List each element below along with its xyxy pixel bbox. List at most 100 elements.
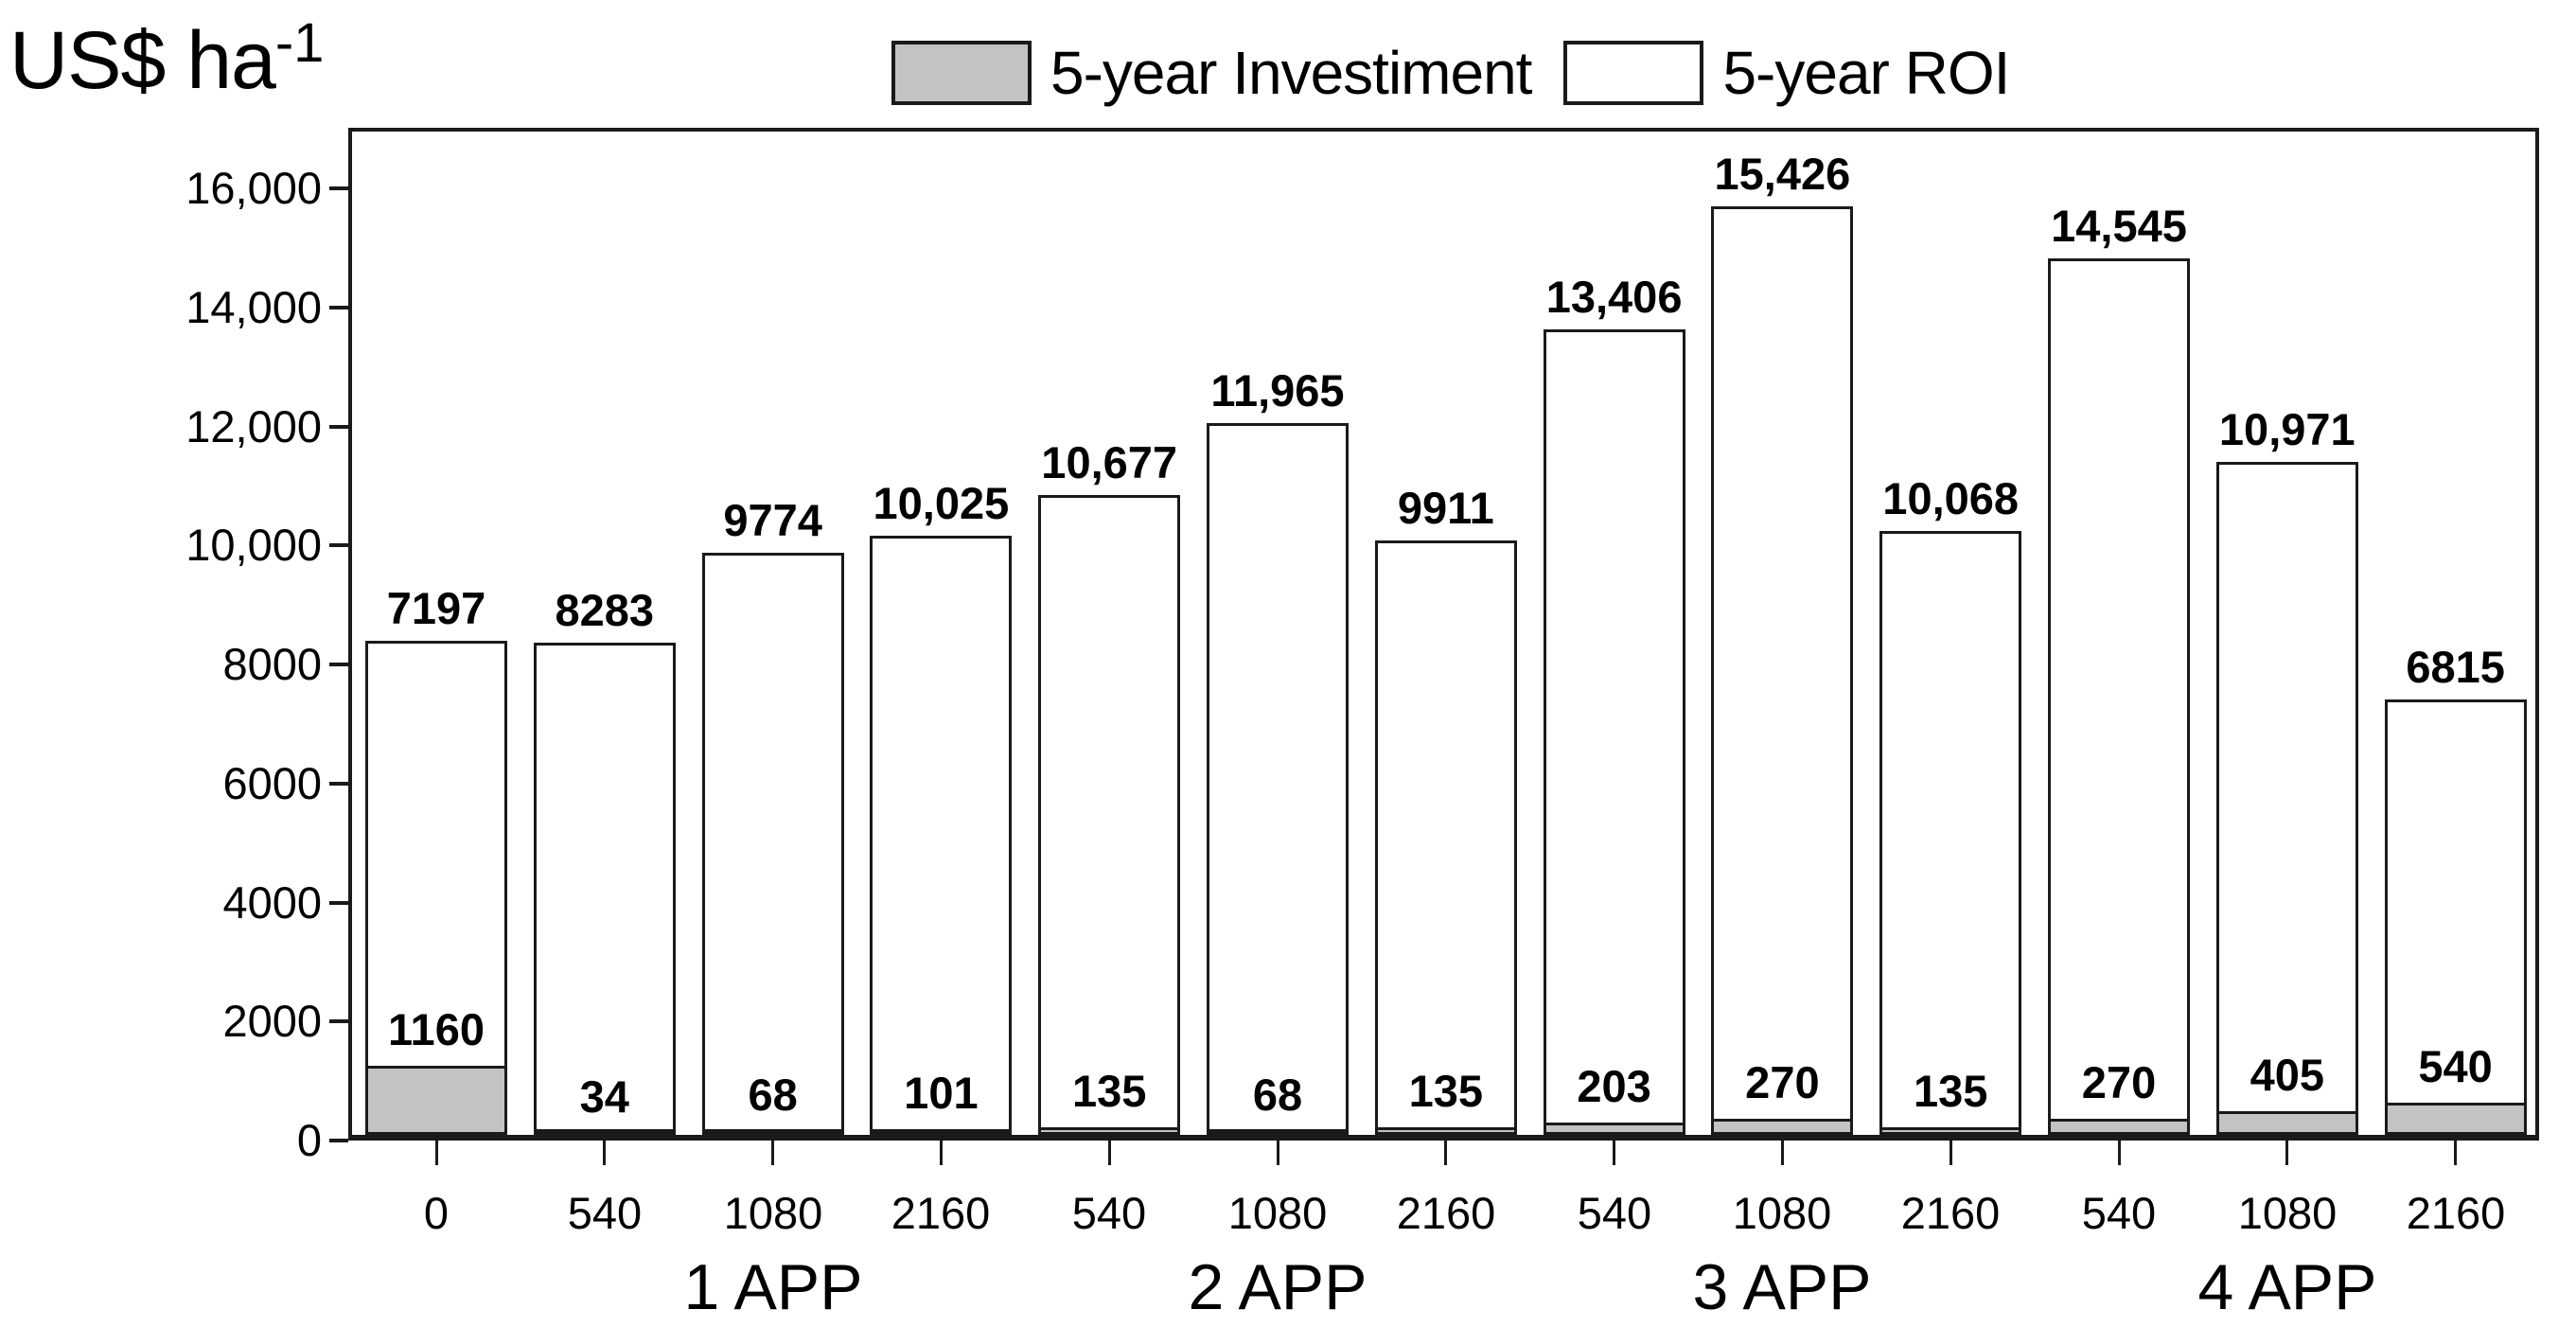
- roi-value-label: 8283: [555, 585, 655, 635]
- bar-investment-segment: [1543, 1123, 1685, 1135]
- x-axis-tick-label: 0: [423, 1188, 450, 1238]
- bar-4APP-2160: 6815 540: [2384, 642, 2527, 1135]
- investment-value-label: 101: [904, 1068, 979, 1118]
- y-axis-tick-label: 14,000: [185, 282, 322, 332]
- x-axis-tick: [603, 1141, 606, 1165]
- legend: 5-year Investiment 5-year ROI: [891, 38, 2010, 108]
- x-axis-tick-label: 2160: [2406, 1188, 2506, 1238]
- legend-label-investment: 5-year Investiment: [1050, 39, 1532, 107]
- investment-value-label: 34: [579, 1071, 629, 1122]
- y-axis-unit-text: US$ ha: [9, 15, 276, 106]
- bar-4APP-540: 14,545 270: [2048, 201, 2190, 1135]
- x-axis-tick: [2118, 1141, 2121, 1165]
- x-axis-tick: [771, 1141, 774, 1165]
- x-axis-tick: [940, 1141, 943, 1165]
- y-axis-tick: [329, 901, 348, 905]
- bar-3APP-2160: 10,068 135: [1879, 473, 2022, 1135]
- x-axis-tick: [2285, 1141, 2288, 1165]
- y-axis-unit-superscript: -1: [274, 12, 325, 74]
- roi-value-label: 9774: [723, 495, 822, 545]
- x-axis-group-label: 4 APP: [2197, 1251, 2377, 1323]
- y-axis-tick-label: 2000: [222, 996, 322, 1046]
- bar-investment-segment: [533, 1129, 676, 1135]
- bar-investment-segment: [2215, 1111, 2358, 1135]
- y-axis-tick: [329, 1019, 348, 1023]
- investment-value-label: 203: [1577, 1061, 1651, 1111]
- investment-value-label: 68: [748, 1070, 798, 1120]
- investment-value-label: 270: [1745, 1057, 1820, 1107]
- bar-2APP-540: 10,677 135: [1038, 437, 1181, 1135]
- investment-value-label: 68: [1252, 1070, 1303, 1120]
- roi-value-label: 14,545: [2051, 201, 2187, 251]
- roi-value-label: 7197: [386, 583, 486, 633]
- roi-value-label: 10,068: [1882, 473, 2020, 523]
- investment-value-label: 135: [1408, 1066, 1484, 1116]
- x-axis-tick-label: 2160: [1900, 1188, 2001, 1238]
- x-axis-tick-label: 2160: [891, 1188, 991, 1238]
- roi-value-label: 15,426: [1714, 149, 1851, 199]
- x-axis-tick: [1781, 1141, 1784, 1165]
- x-axis-tick-label: 540: [1577, 1188, 1652, 1238]
- x-axis-group-label: 3 APP: [1692, 1251, 1872, 1323]
- bar-investment-segment: [2384, 1103, 2527, 1135]
- bar-1APP-2160: 10,025 101: [870, 478, 1013, 1135]
- roi-value-label: 9911: [1397, 483, 1494, 533]
- x-axis-tick-label: 540: [567, 1188, 643, 1238]
- y-axis-tick: [329, 1139, 348, 1142]
- legend-swatch-roi: [1563, 41, 1704, 105]
- x-axis-tick: [1950, 1141, 1952, 1165]
- x-axis-tick-label: 540: [1071, 1188, 1147, 1238]
- roi-value-label: 10,025: [873, 478, 1010, 528]
- x-axis-tick: [2454, 1141, 2457, 1165]
- bar-investment-segment: [701, 1129, 844, 1135]
- x-axis-group-label: 2 APP: [1188, 1251, 1367, 1323]
- bar-3APP-540: 13,406 203: [1543, 272, 1685, 1135]
- y-axis-tick-label: 8000: [222, 639, 322, 689]
- x-axis-tick: [1277, 1141, 1279, 1165]
- x-axis-tick: [1444, 1141, 1447, 1165]
- bar-investment-segment: [1879, 1127, 2022, 1135]
- y-axis-tick: [329, 663, 348, 666]
- x-axis-tick-label: 1080: [1732, 1188, 1832, 1238]
- bar-investment-segment: [1711, 1119, 1854, 1135]
- x-axis-tick-label: 1080: [723, 1188, 823, 1238]
- x-axis-tick-label: 1080: [1227, 1188, 1328, 1238]
- investment-value-label: 135: [1913, 1066, 1988, 1116]
- roi-value-label: 13,406: [1545, 272, 1683, 322]
- x-axis-tick-label: 1080: [2237, 1188, 2338, 1238]
- bar-2APP-1080: 11,965 68: [1207, 365, 1349, 1135]
- y-axis-tick-label: 12,000: [185, 401, 322, 451]
- x-axis-tick: [435, 1141, 438, 1165]
- x-axis-tick: [1613, 1141, 1615, 1165]
- y-axis-unit-label: US$ ha-1: [9, 11, 324, 108]
- roi-value-label: 6815: [2406, 642, 2505, 692]
- legend-swatch-investment: [891, 41, 1032, 105]
- bar-3APP-1080: 15,426 270: [1711, 149, 1854, 1135]
- bar-investment-segment: [870, 1129, 1013, 1135]
- bar-4APP-1080: 10,971 405: [2215, 404, 2358, 1135]
- investment-value-label: 135: [1071, 1066, 1147, 1116]
- y-axis-tick-label: 10,000: [185, 520, 322, 570]
- investment-value-label: 270: [2081, 1057, 2157, 1107]
- y-axis-tick: [329, 306, 348, 310]
- y-axis-tick-label: 16,000: [185, 163, 322, 213]
- plot-area: 7197 1160 8283 34 9774 68 10,025 101 10,677 135 11…: [348, 128, 2539, 1141]
- bar-1APP-1080: 9774 68: [701, 495, 844, 1135]
- x-axis-tick-label: 2160: [1396, 1188, 1496, 1238]
- bar-investment-segment: [1374, 1127, 1517, 1135]
- investment-value-label: 540: [2418, 1041, 2493, 1091]
- y-axis-tick: [329, 186, 348, 190]
- y-axis-tick-label: 6000: [222, 758, 322, 808]
- bar-investment-segment: [365, 1066, 507, 1135]
- bar-0: 7197 1160: [365, 583, 507, 1135]
- roi-value-label: 11,965: [1210, 365, 1345, 416]
- y-axis-tick: [329, 543, 348, 547]
- bar-investment-segment: [2048, 1119, 2190, 1135]
- x-axis-tick: [1108, 1141, 1111, 1165]
- bar-investment-segment: [1038, 1127, 1181, 1135]
- roi-value-label: 10,971: [2218, 404, 2355, 454]
- roi-value-label: 10,677: [1041, 437, 1178, 487]
- bar-2APP-2160: 9911 135: [1374, 483, 1517, 1135]
- y-axis-tick: [329, 425, 348, 429]
